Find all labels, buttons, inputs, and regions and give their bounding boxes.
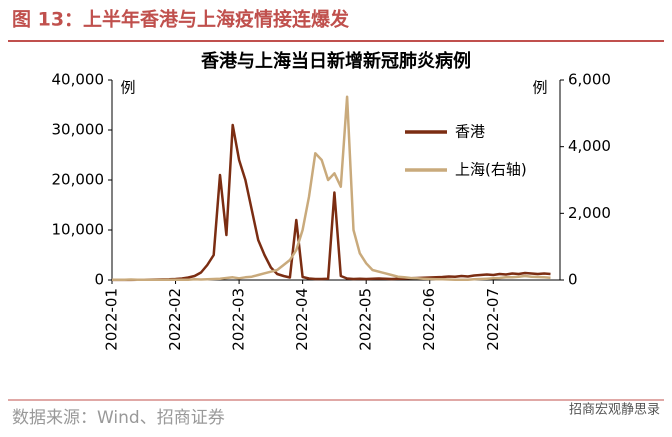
chart-title: 香港与上海当日新增新冠肺炎病例 — [200, 50, 471, 72]
y-tick-label: 40,000 — [52, 71, 105, 89]
watermark: 招商宏观静思录 — [569, 403, 660, 418]
legend-label: 上海(右轴) — [455, 161, 527, 179]
y2-tick-label: 0 — [568, 271, 578, 289]
y-unit: 例 — [120, 79, 135, 97]
source-note: 数据来源：Wind、招商证券 — [12, 408, 225, 428]
y-tick-label: 0 — [94, 271, 104, 289]
series-line — [111, 95, 551, 282]
x-tick-label: 2022-01 — [103, 288, 121, 351]
y2-tick-label: 2,000 — [568, 204, 611, 222]
series-line — [112, 123, 551, 282]
x-tick-label: 2022-04 — [293, 288, 311, 351]
y-tick-label: 20,000 — [52, 171, 105, 189]
y-tick-label: 10,000 — [52, 221, 105, 239]
x-tick-label: 2022-02 — [166, 288, 184, 351]
x-tick-label: 2022-06 — [420, 288, 438, 351]
x-tick-label: 2022-07 — [484, 288, 502, 351]
y2-unit: 例 — [532, 79, 547, 97]
legend-label: 香港 — [455, 123, 485, 141]
x-tick-label: 2022-05 — [357, 288, 375, 351]
y2-tick-label: 4,000 — [568, 137, 611, 155]
x-tick-label: 2022-03 — [230, 288, 248, 351]
y-tick-label: 30,000 — [52, 121, 105, 139]
figure-header: 图 13：上半年香港与上海疫情接连爆发 — [12, 8, 350, 31]
y2-tick-label: 6,000 — [568, 71, 611, 89]
